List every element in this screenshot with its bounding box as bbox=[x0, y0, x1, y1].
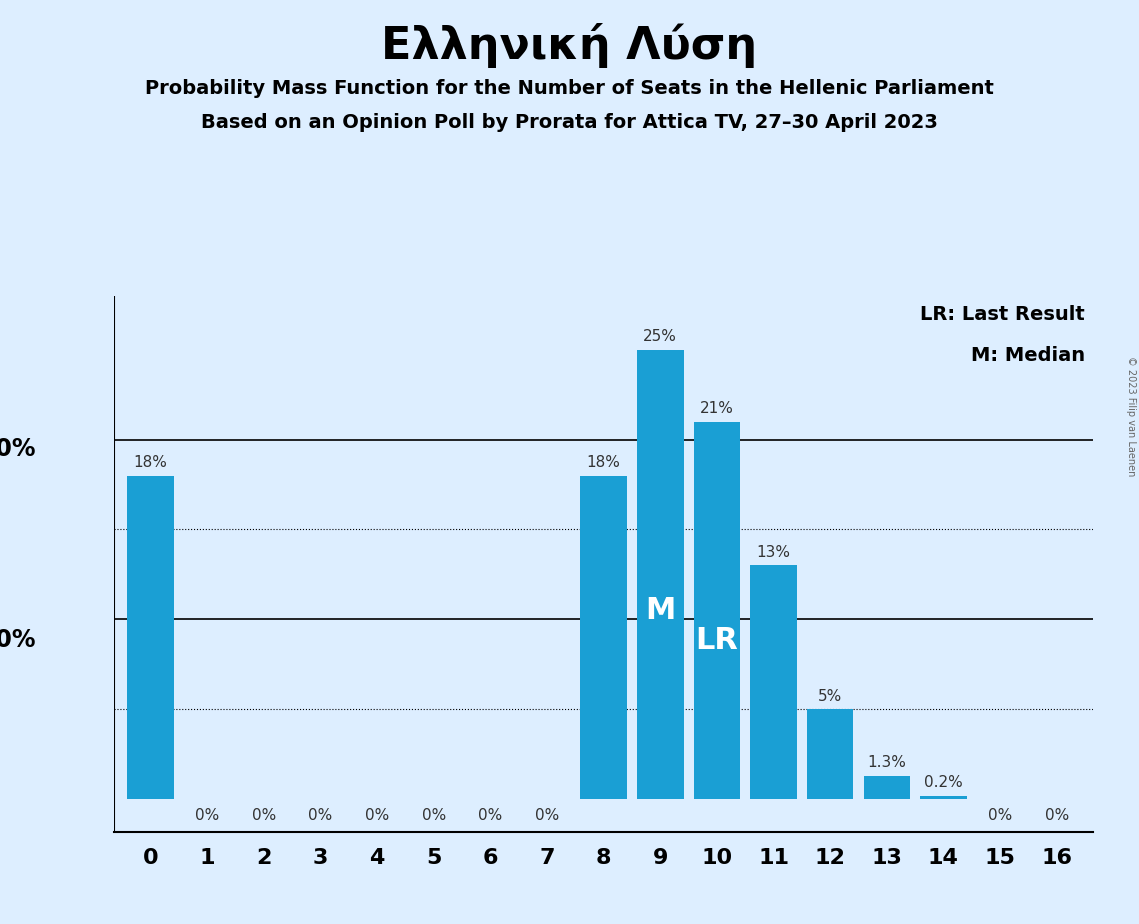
Bar bbox=[581, 476, 626, 799]
Text: Probability Mass Function for the Number of Seats in the Hellenic Parliament: Probability Mass Function for the Number… bbox=[145, 79, 994, 98]
Text: Based on an Opinion Poll by Prorata for Attica TV, 27–30 April 2023: Based on an Opinion Poll by Prorata for … bbox=[202, 113, 937, 132]
Text: 0%: 0% bbox=[195, 808, 220, 823]
Bar bbox=[694, 421, 740, 799]
Text: 1.3%: 1.3% bbox=[867, 756, 907, 771]
Text: © 2023 Filip van Laenen: © 2023 Filip van Laenen bbox=[1126, 356, 1136, 476]
Text: M: M bbox=[645, 596, 675, 625]
Text: 5%: 5% bbox=[818, 689, 842, 704]
Bar bbox=[863, 776, 910, 799]
Text: 0%: 0% bbox=[421, 808, 446, 823]
Text: 18%: 18% bbox=[133, 456, 167, 470]
Text: 0%: 0% bbox=[366, 808, 390, 823]
Text: 10%: 10% bbox=[0, 628, 35, 652]
Bar bbox=[806, 710, 853, 799]
Text: 0%: 0% bbox=[478, 808, 502, 823]
Text: 0%: 0% bbox=[309, 808, 333, 823]
Text: 13%: 13% bbox=[756, 545, 790, 560]
Text: 0%: 0% bbox=[252, 808, 276, 823]
Text: 25%: 25% bbox=[644, 329, 678, 345]
Bar bbox=[920, 796, 967, 799]
Text: LR: LR bbox=[696, 626, 738, 655]
Text: 18%: 18% bbox=[587, 456, 621, 470]
Text: 0%: 0% bbox=[1044, 808, 1068, 823]
Text: 21%: 21% bbox=[700, 401, 734, 416]
Text: 0%: 0% bbox=[988, 808, 1013, 823]
Bar bbox=[128, 476, 174, 799]
Text: 20%: 20% bbox=[0, 437, 35, 461]
Bar bbox=[751, 565, 797, 799]
Text: 0%: 0% bbox=[535, 808, 559, 823]
Text: 0.2%: 0.2% bbox=[924, 775, 962, 790]
Text: Ελληνική Λύση: Ελληνική Λύση bbox=[382, 23, 757, 68]
Bar bbox=[637, 349, 683, 799]
Text: M: Median: M: Median bbox=[970, 346, 1085, 365]
Text: LR: Last Result: LR: Last Result bbox=[920, 305, 1085, 323]
